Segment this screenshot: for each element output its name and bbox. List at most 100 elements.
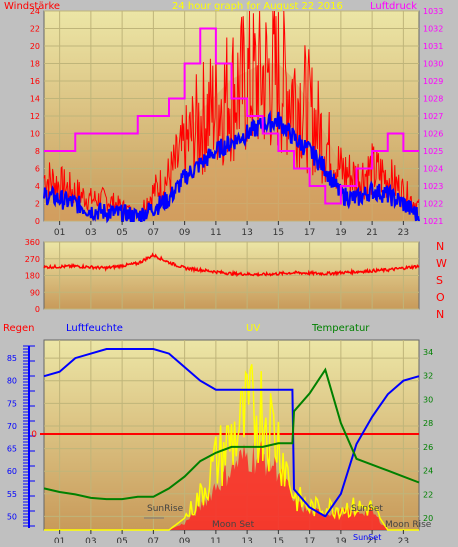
wind-xtick-label: 15 (273, 228, 284, 238)
wind-xtick-label: 09 (179, 228, 191, 238)
pressure-ytick-label: 1025 (423, 147, 443, 156)
compass-label: O (436, 291, 445, 304)
sunset-short-annotation: SunSet (353, 533, 381, 542)
wind-ytick-label: 6 (35, 165, 40, 174)
rain-zero-label: 0 (31, 430, 37, 440)
pressure-axis-label: Luftdruck (370, 1, 417, 12)
pressure-ytick-label: 1030 (423, 60, 443, 69)
climate-annotations: 0 SunRise Moon Set SunSet Moon Rise SunS… (31, 430, 432, 542)
pressure-ytick-label: 1021 (423, 217, 443, 226)
wind-ytick-label: 18 (30, 60, 40, 69)
moonrise-annotation: Moon Rise (385, 520, 432, 530)
temperature-label: Temperatur (311, 323, 370, 334)
temperature-ytick-label: 34 (423, 348, 433, 357)
pressure-ytick-label: 1032 (423, 25, 443, 34)
humidity-ytick-label: 50 (7, 512, 17, 521)
sunrise-annotation: SunRise (147, 504, 184, 514)
climate-xtick-label: 11 (210, 537, 221, 543)
wind-xtick-label: 21 (366, 228, 377, 238)
uv-label: UV (246, 323, 260, 334)
humidity-label: Luftfeuchte (66, 323, 123, 334)
humidity-ytick-label: 70 (7, 422, 17, 431)
pressure-line (44, 27, 419, 205)
pressure-ytick-label: 1033 (423, 7, 443, 16)
compass-label: N (436, 308, 444, 321)
direction-ytick-label: 90 (30, 288, 40, 297)
wind-axis-label: Windstärke (4, 1, 60, 12)
pressure-ytick-label: 1026 (423, 130, 443, 139)
climate-xtick-label: 19 (335, 537, 347, 543)
climate-series (40, 348, 420, 531)
moonset-annotation: Moon Set (212, 520, 255, 530)
wind-xtick-label: 07 (148, 228, 159, 238)
climate-xtick-label: 17 (304, 537, 315, 543)
temperature-ytick-label: 22 (423, 490, 433, 499)
temperature-ytick-label: 28 (423, 419, 433, 428)
pressure-ytick-label: 1022 (423, 200, 443, 209)
wind-xtick-label: 23 (398, 228, 409, 238)
wind-ytick-label: 4 (35, 182, 40, 191)
climate-fill (44, 440, 419, 530)
compass-label: W (436, 257, 447, 270)
direction-ytick-label: 360 (25, 238, 40, 247)
wind-ytick-label: 16 (30, 77, 40, 86)
climate-xtick-label: 01 (54, 537, 65, 543)
temperature-ytick-label: 26 (423, 443, 433, 452)
pressure-ytick-label: 1031 (423, 42, 443, 51)
humidity-ytick-label: 75 (7, 399, 17, 408)
solar-area (44, 440, 419, 530)
wind-xtick-label: 05 (116, 228, 127, 238)
pressure-ytick-label: 1027 (423, 112, 443, 121)
humidity-ytick-label: 85 (7, 354, 17, 363)
temperature-ytick-label: 24 (423, 467, 433, 476)
pressure-ytick-label: 1029 (423, 77, 443, 86)
wind-ytick-label: 10 (30, 130, 40, 139)
sunset-annotation: SunSet (351, 504, 383, 514)
wind-ytick-label: 0 (35, 217, 40, 226)
wind-speed-line (43, 110, 420, 224)
climate-xtick-label: 03 (85, 537, 96, 543)
climate-xtick-label: 05 (116, 537, 127, 543)
temperature-ytick-label: 20 (423, 514, 433, 523)
direction-ytick-label: 180 (25, 272, 40, 281)
wind-xtick-label: 19 (335, 228, 347, 238)
direction-series (43, 252, 420, 278)
climate-axes: 50 55 60 65 70 75 80 85 20 22 24 26 28 30 32 34 01 03 05 07… (7, 345, 433, 547)
climate-xtick-label: 13 (241, 537, 252, 543)
pressure-ytick-label: 1024 (423, 165, 443, 174)
wind-ytick-label: 8 (35, 147, 40, 156)
chart-title: 24 hour graph for August 22 2016 (172, 1, 343, 12)
direction-ytick-label: 270 (25, 255, 40, 264)
wind-xtick-label: 13 (241, 228, 252, 238)
pressure-ytick-label: 1028 (423, 95, 443, 104)
rain-label: Regen (3, 323, 35, 334)
pressure-ytick-label: 1023 (423, 182, 443, 191)
direction-line (43, 252, 420, 278)
temperature-ytick-label: 30 (423, 395, 433, 404)
wind-ytick-label: 20 (30, 42, 40, 51)
wind-ytick-label: 22 (30, 25, 40, 34)
wind-xtick-label: 11 (210, 228, 221, 238)
wind-xtick-label: 03 (85, 228, 96, 238)
climate-xtick-label: 23 (398, 537, 409, 543)
humidity-ytick-label: 80 (7, 377, 17, 386)
humidity-ytick-label: 60 (7, 467, 17, 476)
climate-xtick-label: 09 (179, 537, 191, 543)
wind-ytick-label: 24 (30, 7, 40, 16)
wind-ytick-label: 2 (35, 200, 40, 209)
compass-label: N (436, 240, 444, 253)
temperature-ytick-label: 32 (423, 372, 433, 381)
wind-xtick-label: 17 (304, 228, 315, 238)
wind-axes: 0246810121416182022241021102210231024102… (30, 7, 444, 238)
temperature-line (43, 367, 420, 501)
climate-xtick-label: 07 (148, 537, 159, 543)
humidity-ytick-label: 55 (7, 490, 17, 499)
direction-ytick-label: 0 (35, 305, 40, 314)
wind-ytick-label: 12 (30, 112, 40, 121)
wind-series (43, 10, 420, 224)
climate-xtick-label: 15 (273, 537, 284, 543)
wind-xtick-label: 01 (54, 228, 65, 238)
